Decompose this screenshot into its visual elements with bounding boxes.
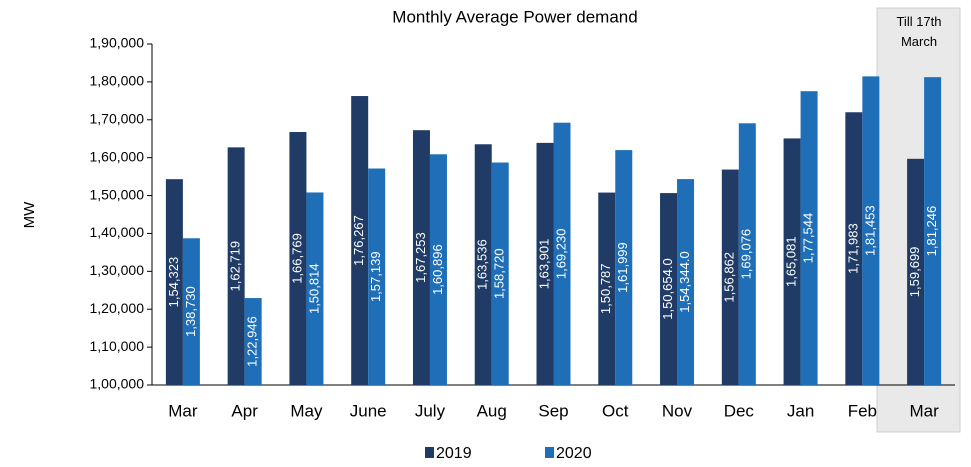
data-label: 1,50,654.0 xyxy=(660,258,675,319)
x-tick-label: Feb xyxy=(848,401,877,420)
y-tick-label: 1,70,000 xyxy=(90,110,145,126)
bar xyxy=(165,179,183,385)
x-tick-label: May xyxy=(290,401,323,420)
legend-marker xyxy=(545,447,554,458)
data-label: 1,56,862 xyxy=(722,252,737,303)
data-label: 1,54,323 xyxy=(166,257,181,308)
data-label: 1,59,699 xyxy=(907,247,922,298)
data-label: 1,62,719 xyxy=(228,241,243,292)
bar xyxy=(412,130,430,385)
y-tick-label: 1,10,000 xyxy=(90,338,145,354)
bar xyxy=(227,147,245,385)
y-tick-label: 1,40,000 xyxy=(90,224,145,240)
bar xyxy=(368,168,386,385)
data-label: 1,69,230 xyxy=(553,229,568,280)
y-tick-label: 1,00,000 xyxy=(90,376,145,392)
legend-label: 2020 xyxy=(556,445,592,462)
bar xyxy=(536,142,554,385)
y-axis-label: MW xyxy=(21,201,38,228)
data-label: 1,67,253 xyxy=(413,232,428,283)
data-label: 1,81,246 xyxy=(924,206,939,257)
bar xyxy=(182,238,200,385)
bar xyxy=(429,154,447,385)
x-tick-label: Nov xyxy=(662,401,693,420)
bar xyxy=(244,298,262,385)
data-label: 1,50,814 xyxy=(306,263,321,314)
bar xyxy=(351,96,369,386)
x-tick-label: July xyxy=(415,401,446,420)
x-tick-label: Sep xyxy=(538,401,568,420)
data-label: 1,81,453 xyxy=(862,205,877,256)
bar xyxy=(738,123,756,385)
x-tick-label: Aug xyxy=(477,401,507,420)
bar xyxy=(845,112,863,386)
y-tick-label: 1,60,000 xyxy=(90,148,145,164)
x-tick-label: Oct xyxy=(602,401,629,420)
data-label: 1,71,983 xyxy=(845,223,860,274)
data-label: 1,58,720 xyxy=(492,248,507,299)
legend-label: 2019 xyxy=(436,445,472,462)
y-tick-label: 1,20,000 xyxy=(90,300,145,316)
y-tick-label: 1,50,000 xyxy=(90,186,145,202)
data-label: 1,54,344.0 xyxy=(677,251,692,312)
data-label: 1,66,769 xyxy=(289,233,304,284)
bar xyxy=(783,138,801,385)
x-tick-label: Dec xyxy=(724,401,755,420)
x-tick-label: Apr xyxy=(231,401,258,420)
data-label: 1,57,139 xyxy=(368,251,383,302)
y-tick-label: 1,30,000 xyxy=(90,262,145,278)
bar xyxy=(598,192,616,385)
data-label: 1,60,896 xyxy=(430,244,445,295)
data-label: 1,63,901 xyxy=(536,239,551,290)
bar xyxy=(289,132,307,385)
bar xyxy=(615,150,633,385)
bar xyxy=(862,76,880,385)
bar xyxy=(553,122,571,385)
bar xyxy=(474,144,492,385)
bar xyxy=(491,162,509,385)
x-tick-label: Mar xyxy=(909,401,939,420)
bar xyxy=(924,77,942,385)
data-label: 1,50,787 xyxy=(598,263,613,314)
data-label: 1,69,076 xyxy=(739,229,754,280)
data-label: 1,22,946 xyxy=(245,316,260,367)
y-tick-label: 1,80,000 xyxy=(90,73,145,89)
data-label: 1,77,544 xyxy=(801,213,816,264)
data-label: 1,76,267 xyxy=(351,215,366,266)
data-label: 1,63,536 xyxy=(475,239,490,290)
legend-marker xyxy=(425,447,434,458)
data-label: 1,38,730 xyxy=(183,286,198,337)
y-tick-label: 1,90,000 xyxy=(90,35,145,51)
bar xyxy=(800,91,818,385)
data-label: 1,65,081 xyxy=(784,236,799,287)
bar xyxy=(677,179,695,385)
bar xyxy=(721,169,739,385)
x-tick-label: Mar xyxy=(168,401,198,420)
bar xyxy=(660,193,678,385)
bar xyxy=(306,192,324,385)
annotation: Till 17th March xyxy=(896,14,942,49)
x-tick-label: June xyxy=(350,401,387,420)
data-label: 1,61,999 xyxy=(615,242,630,293)
x-tick-label: Jan xyxy=(787,401,814,420)
chart-title: Monthly Average Power demand xyxy=(392,7,637,26)
bar xyxy=(907,158,925,385)
